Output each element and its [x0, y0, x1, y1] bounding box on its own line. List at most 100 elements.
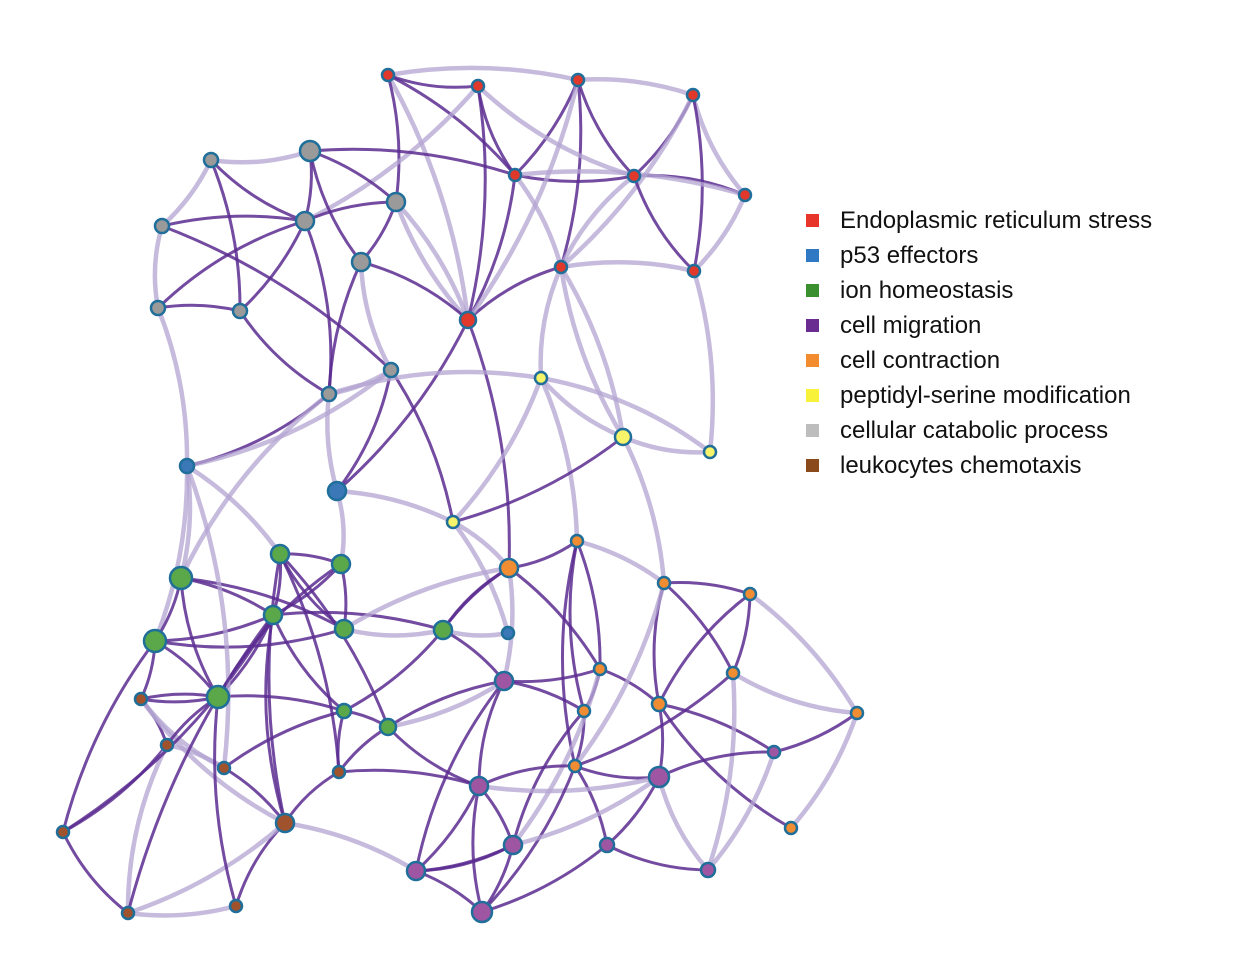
node-contraction [498, 557, 520, 579]
network-edge [632, 174, 696, 273]
network-edge [605, 843, 710, 872]
network-edge [152, 223, 165, 311]
network-edge [476, 774, 662, 794]
node-contraction [592, 661, 608, 677]
node-catabolic [294, 210, 316, 232]
node-migration [647, 765, 671, 789]
network-edge [336, 709, 346, 774]
network-edge [788, 710, 860, 831]
network-edge [561, 539, 579, 768]
network-edge [282, 820, 419, 874]
network-edge [662, 581, 735, 675]
legend-label: cellular catabolic process [840, 416, 1109, 444]
network-edge [208, 148, 313, 165]
network-edge [632, 93, 695, 178]
network-edge [326, 369, 544, 397]
legend-item-er-stress: Endoplasmic reticulum stress [806, 203, 1152, 238]
network-edge [572, 580, 667, 769]
network-edge [303, 219, 333, 396]
network-edge [471, 784, 484, 914]
network-edge [465, 77, 581, 323]
network-edge [337, 768, 481, 788]
node-migration [493, 670, 515, 692]
network-edge [385, 65, 581, 83]
legend-item-ion-homeostasis: ion homeostasis [806, 273, 1152, 308]
network-edge [573, 764, 609, 847]
node-catabolic [320, 385, 338, 403]
legend-item-cellular-catabolic: cellular catabolic process [806, 413, 1152, 448]
network-edge [334, 488, 346, 567]
node-er-stress [570, 72, 586, 88]
network-edge [61, 830, 130, 915]
network-edge [466, 173, 517, 322]
node-chemotaxis [133, 691, 149, 707]
network-edge [125, 903, 239, 918]
network-edge [538, 375, 713, 455]
node-contraction [576, 703, 592, 719]
network-edge [341, 565, 512, 632]
node-chemotaxis [228, 898, 244, 914]
node-catabolic [382, 361, 400, 379]
network-edge [414, 869, 484, 914]
legend-swatch [806, 319, 819, 332]
node-contraction [569, 533, 585, 549]
node-contraction [650, 695, 668, 713]
node-contraction [656, 575, 672, 591]
network-edge [691, 268, 716, 455]
legend-swatch [806, 284, 819, 297]
network-edge [450, 519, 511, 636]
network-edge [475, 83, 637, 179]
node-catabolic [149, 299, 167, 317]
network-edge [510, 666, 603, 848]
network-edge [393, 199, 471, 323]
legend-swatch [806, 389, 819, 402]
network-edge [538, 375, 580, 544]
network-edge [513, 173, 636, 183]
node-chemotaxis [159, 737, 175, 753]
network-edge [662, 580, 752, 596]
node-er-stress [626, 168, 642, 184]
network-edge [558, 92, 696, 270]
network-edge [620, 434, 667, 586]
network-edge [209, 158, 307, 223]
network-edge [337, 725, 390, 774]
network-edge [184, 367, 394, 469]
network-nodes [55, 67, 865, 924]
network-edge [656, 774, 711, 873]
network-edge [153, 639, 220, 699]
network-edge [575, 77, 696, 98]
network-edge [573, 764, 661, 780]
node-migration [468, 775, 490, 797]
network-edge [480, 764, 577, 914]
network-edge [179, 576, 275, 617]
network-edge [179, 576, 346, 631]
network-edge [178, 391, 332, 581]
node-migration [405, 860, 427, 882]
network-edge [772, 711, 859, 754]
node-migration [766, 744, 782, 760]
network-edge [156, 303, 242, 313]
network-edge [507, 566, 602, 671]
network-edge [731, 592, 752, 675]
network-edge [576, 78, 636, 178]
node-contraction [725, 665, 741, 681]
network-edge [558, 259, 697, 274]
network-edge [152, 463, 190, 644]
network-edge [512, 172, 564, 270]
node-p53 [500, 625, 516, 641]
legend-label: Endoplasmic reticulum stress [840, 206, 1153, 234]
network-edge [657, 702, 776, 754]
network-edge [125, 820, 288, 916]
node-catabolic [298, 139, 322, 163]
network-edge [238, 309, 331, 396]
node-catabolic [385, 191, 407, 213]
network-edge [705, 670, 737, 873]
network-edge [126, 613, 275, 915]
legend-label: ion homeostasis [840, 276, 1014, 304]
network-edge [574, 538, 667, 586]
legend-item-leukocytes-chemotaxis: leukocytes chemotaxis [806, 448, 1152, 483]
node-er-stress [737, 187, 753, 203]
network-edge [335, 318, 470, 493]
network-edge [510, 774, 662, 848]
